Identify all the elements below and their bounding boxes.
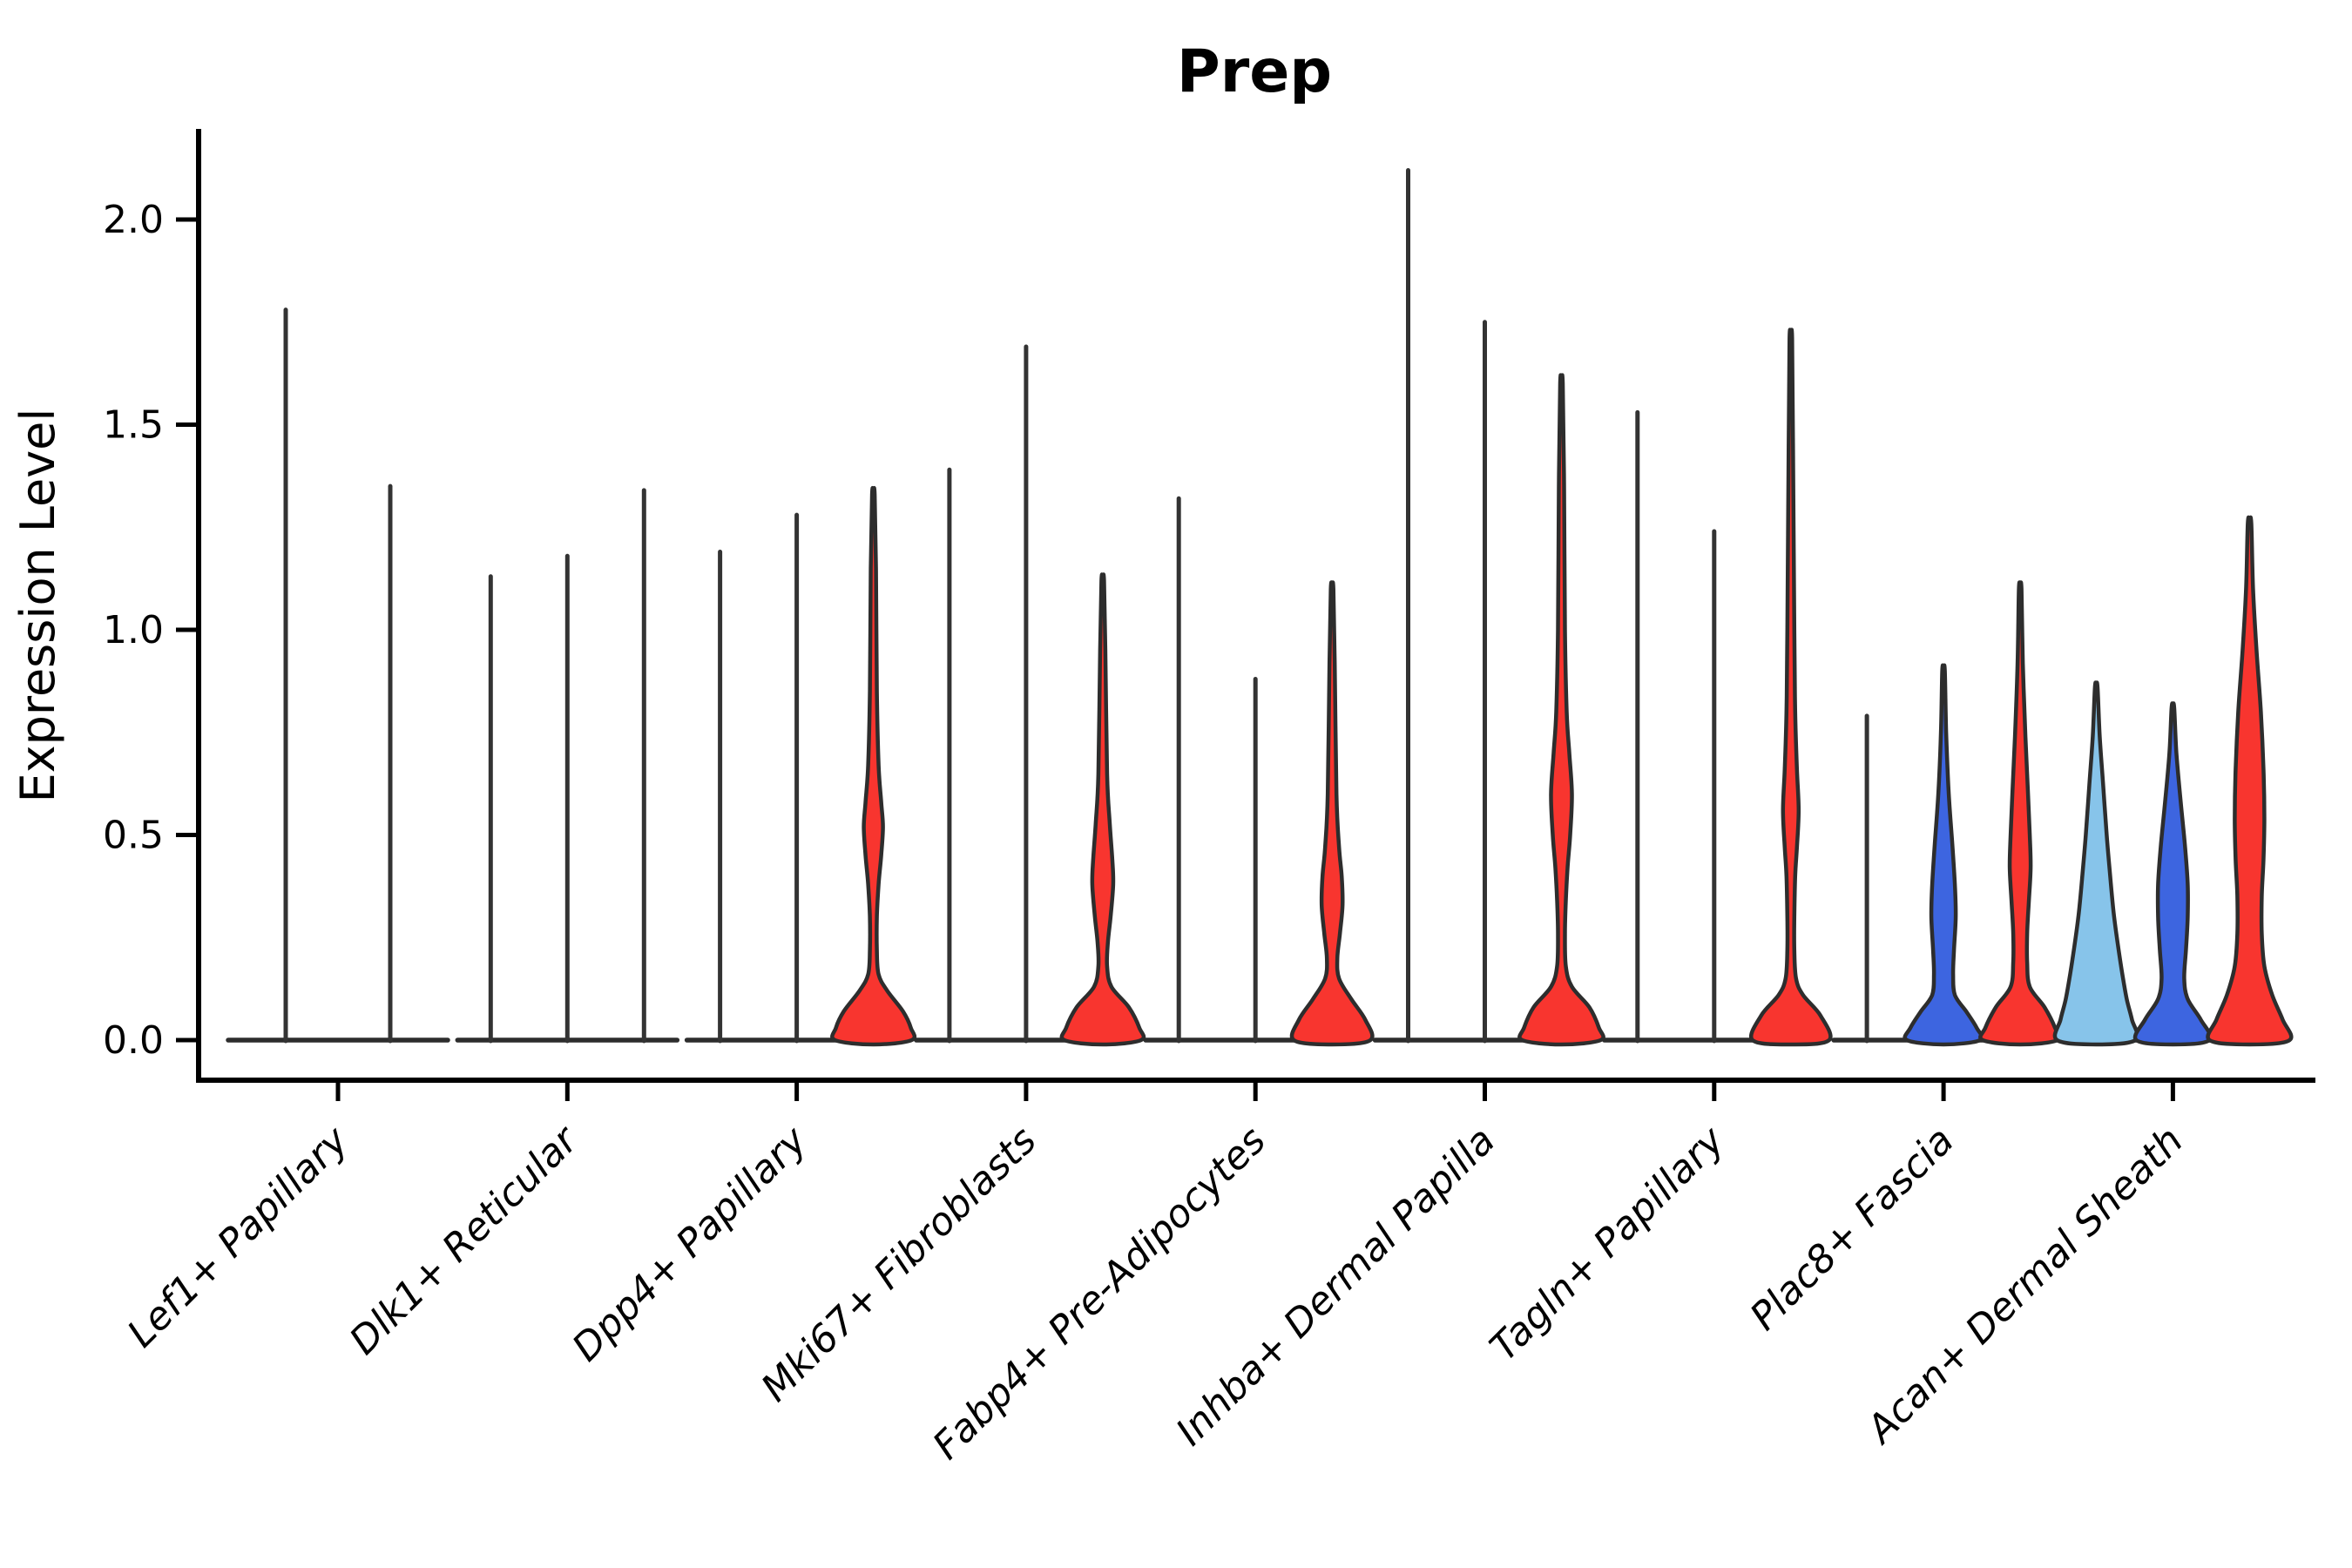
violin-shape <box>1059 572 1146 1047</box>
x-tick-label: Dlk1+ Reticular <box>341 1117 588 1363</box>
violin-shape <box>1749 328 1833 1047</box>
y-tick-label: 0.0 <box>103 1018 164 1063</box>
y-tick-label: 1.5 <box>103 403 164 448</box>
y-tick-label: 1.0 <box>103 608 164 652</box>
violin-shape <box>2052 680 2140 1047</box>
x-tick-label: Plac8+ Fascia <box>1741 1119 1962 1339</box>
y-tick-label: 2.0 <box>103 198 164 242</box>
violin-shape <box>830 485 917 1047</box>
y-axis-label: Expression Level <box>10 409 65 803</box>
x-tick-label: Dpp4+ Papillary <box>564 1118 816 1370</box>
x-tick-label: Lef1+ Papillary <box>119 1118 358 1356</box>
x-tick-label: Tagln+ Papillary <box>1482 1118 1734 1369</box>
violin-shape <box>1517 373 1605 1047</box>
chart-title: Prep <box>1177 37 1332 106</box>
violin-shape <box>1903 663 1984 1047</box>
violin-shape <box>2206 515 2294 1047</box>
violin-shape <box>1289 580 1375 1047</box>
violin-shape <box>1978 580 2063 1047</box>
y-tick-label: 0.5 <box>103 814 164 858</box>
violin-shape <box>2132 701 2213 1047</box>
